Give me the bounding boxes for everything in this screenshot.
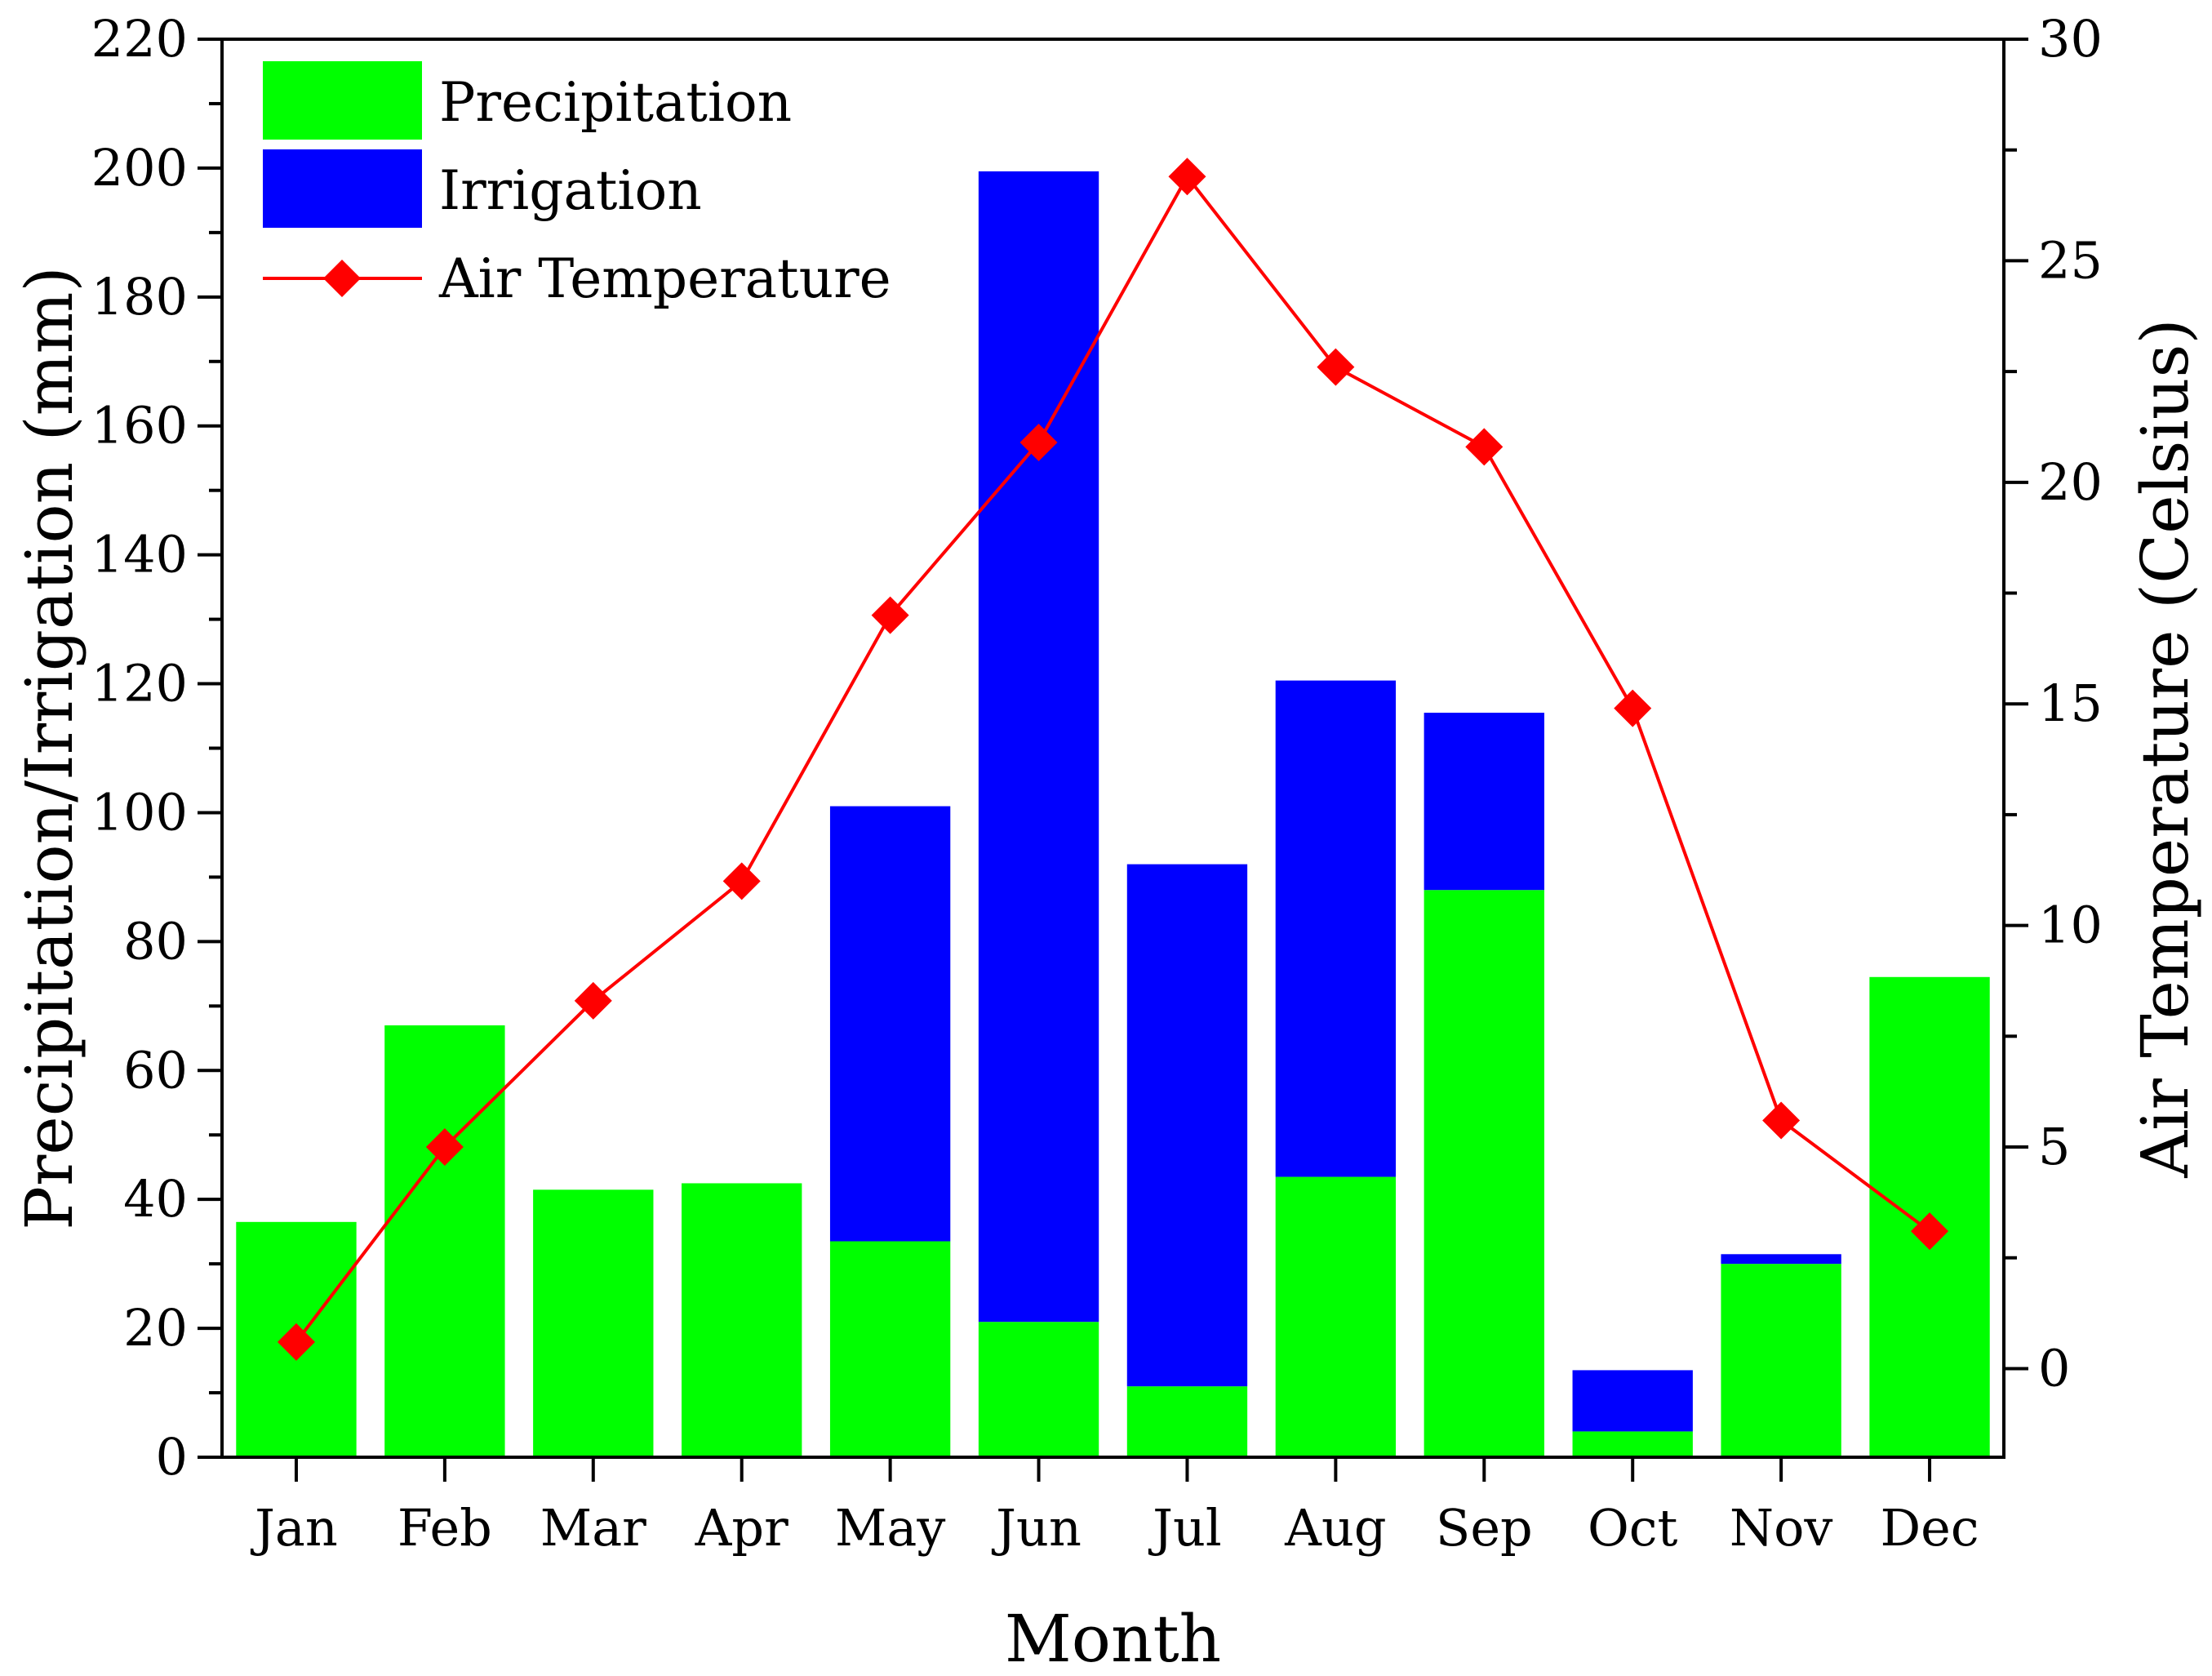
bar-precipitation-apr <box>682 1183 802 1457</box>
temperature-marker-aug <box>1317 348 1355 386</box>
x-tick-label-oct: Oct <box>1588 1498 1678 1558</box>
temperature-series-line <box>295 173 1931 1344</box>
bar-irrigation-jun <box>978 171 1099 1323</box>
ticks-layer <box>198 38 2028 1482</box>
bar-irrigation-sep <box>1424 713 1544 891</box>
y-tick-label-120: 120 <box>91 654 188 714</box>
y-tick-label-180: 180 <box>91 267 188 327</box>
bar-precipitation-aug <box>1275 1176 1397 1457</box>
temperature-marker-sep <box>1465 428 1504 466</box>
bar-irrigation-oct <box>1572 1370 1693 1432</box>
y-tick-label-20: 20 <box>123 1298 188 1358</box>
bars-layer <box>236 171 1990 1457</box>
bar-precipitation-feb <box>384 1025 505 1457</box>
y2-tick-label-25: 25 <box>2038 230 2103 290</box>
bar-precipitation-nov <box>1721 1264 1841 1457</box>
temperature-marker-mar <box>574 981 612 1020</box>
y2-tick-label-15: 15 <box>2038 674 2103 733</box>
y2-tick-label-30: 30 <box>2038 9 2103 69</box>
bar-precipitation-jul <box>1126 1386 1248 1457</box>
x-tick-label-feb: Feb <box>398 1498 492 1558</box>
x-tick-label-aug: Aug <box>1284 1498 1386 1558</box>
y-tick-label-60: 60 <box>123 1040 188 1100</box>
temperature-marker-oct <box>1614 689 1652 727</box>
x-tick-label-sep: Sep <box>1436 1498 1533 1558</box>
y2-tick-label-20: 20 <box>2038 452 2103 512</box>
x-tick-label-may: May <box>835 1498 945 1558</box>
x-tick-label-nov: Nov <box>1730 1498 1833 1558</box>
bar-precipitation-may <box>829 1241 951 1457</box>
x-tick-label-apr: Apr <box>695 1498 788 1558</box>
y2-axis-title: Air Temperature (Celsius) <box>2127 318 2203 1178</box>
temperature-marker-dec <box>1911 1212 1949 1251</box>
x-tick-label-jun: Jun <box>991 1498 1082 1558</box>
legend: Precipitation Irrigation Air Temperature <box>263 61 891 310</box>
x-axis-title: Month <box>1005 1601 1221 1676</box>
legend-label-irrigation: Irrigation <box>439 159 702 222</box>
y2-tick-label-5: 5 <box>2038 1117 2070 1176</box>
bar-irrigation-nov <box>1721 1254 1841 1265</box>
legend-label-precipitation: Precipitation <box>439 71 792 134</box>
bar-precipitation-mar <box>533 1189 654 1457</box>
bar-precipitation-oct <box>1572 1431 1693 1457</box>
temperature-marker-jul <box>1168 158 1206 196</box>
y2-tick-label-10: 10 <box>2038 896 2103 955</box>
legend-label-air-temperature: Air Temperature <box>438 247 891 310</box>
y-tick-label-200: 200 <box>91 138 188 198</box>
y2-tick-label-0: 0 <box>2038 1338 2070 1398</box>
x-tick-label-jul: Jul <box>1148 1498 1222 1558</box>
y-tick-label-100: 100 <box>91 782 188 842</box>
legend-marker-air-temperature <box>323 260 361 297</box>
temperature-marker-jun <box>1019 423 1058 461</box>
temperature-marker-nov <box>1762 1101 1801 1140</box>
temperature-marker-apr <box>722 862 761 900</box>
y-tick-label-160: 160 <box>91 396 188 456</box>
temperature-marker-jan <box>277 1323 315 1361</box>
bar-irrigation-aug <box>1275 680 1397 1177</box>
bar-irrigation-may <box>829 806 951 1242</box>
y-axis-title: Precipitation/Irrigation (mm) <box>11 266 87 1229</box>
y-tick-label-220: 220 <box>91 9 188 69</box>
y-tick-label-40: 40 <box>123 1169 188 1229</box>
legend-swatch-precipitation <box>263 61 422 140</box>
y-tick-label-0: 0 <box>156 1427 188 1487</box>
temperature-line-layer <box>277 158 1949 1361</box>
x-tick-label-dec: Dec <box>1880 1498 1979 1558</box>
y-tick-label-140: 140 <box>91 525 188 585</box>
y-tick-label-80: 80 <box>123 911 188 971</box>
legend-swatch-irrigation <box>263 149 422 228</box>
x-tick-label-mar: Mar <box>540 1498 646 1558</box>
labels-layer: 0 20 40 60 80 100 120 140 160 180 200 220 0 5 10 15 20 25… <box>91 9 2103 1558</box>
temperature-marker-may <box>871 596 909 634</box>
bar-irrigation-jul <box>1126 864 1248 1387</box>
x-tick-label-jan: Jan <box>250 1498 338 1558</box>
bar-precipitation-sep <box>1424 890 1544 1457</box>
bar-precipitation-jun <box>978 1322 1099 1457</box>
temperature-marker-feb <box>425 1128 464 1167</box>
